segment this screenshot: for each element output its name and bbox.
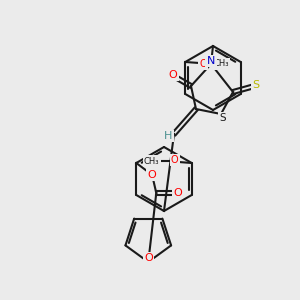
Text: N: N (207, 56, 215, 66)
Text: S: S (252, 80, 260, 90)
Text: O: O (173, 188, 182, 198)
Text: O: O (200, 59, 207, 69)
Text: O: O (171, 155, 178, 165)
Text: CH₃: CH₃ (144, 157, 160, 166)
Text: S: S (220, 113, 226, 123)
Text: O: O (147, 170, 156, 180)
Text: O: O (169, 70, 177, 80)
Text: O: O (144, 253, 153, 263)
Text: H: H (164, 131, 172, 141)
Text: CH₃: CH₃ (214, 59, 229, 68)
